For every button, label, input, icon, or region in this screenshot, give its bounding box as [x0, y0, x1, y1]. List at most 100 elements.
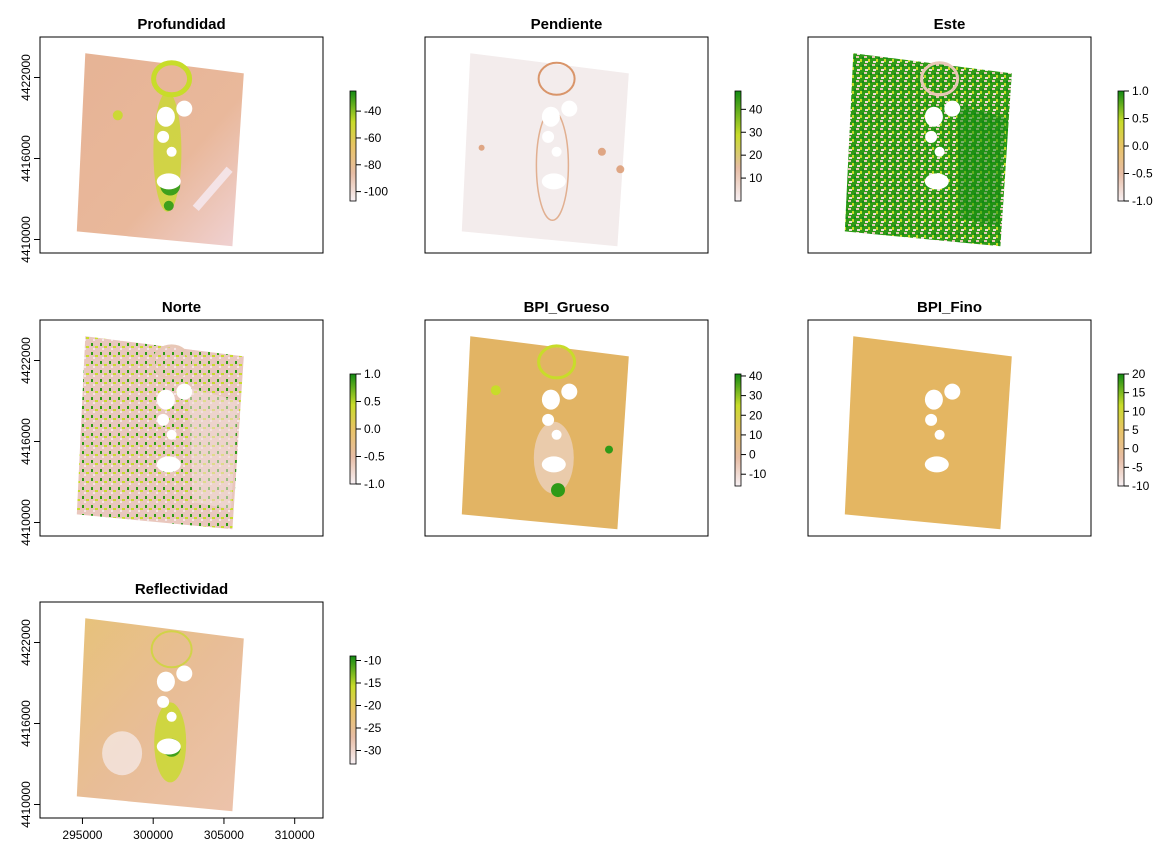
x-tick-label: 305000 [204, 828, 244, 842]
nodata-island-1 [156, 106, 175, 127]
nodata-island-1 [156, 671, 175, 692]
x-tick-label: 295000 [62, 828, 102, 842]
legend-tick-label: 0.0 [364, 422, 381, 436]
legend-colorbar [349, 373, 357, 485]
legend-tick-label: 20 [1132, 367, 1146, 381]
legend-colorbar [734, 373, 742, 487]
legend-tick-label: -20 [364, 699, 382, 713]
panel-title: Norte [162, 299, 201, 316]
nodata-island-2 [944, 100, 961, 117]
aspect-zone [188, 387, 239, 509]
y-tick-label: 4410000 [19, 216, 33, 263]
bpi-ring [537, 344, 577, 380]
plot-frame [39, 319, 324, 537]
nodata-island-2 [176, 665, 193, 682]
y-tick-label: 4422000 [19, 54, 33, 101]
nodata-island-2 [561, 100, 578, 117]
aspect-ring [920, 61, 960, 97]
legend-tick-label: -25 [364, 721, 382, 735]
legend-tick-label: 10 [749, 428, 763, 442]
nodata-island-5 [541, 173, 566, 190]
nodata-island-3 [542, 413, 555, 426]
legend-tick-label: -0.5 [364, 450, 385, 464]
legend-tick-label: -1.0 [1132, 194, 1153, 208]
y-tick-label: 4422000 [19, 619, 33, 666]
nodata-island-1 [541, 106, 560, 127]
slope-spot [616, 165, 625, 174]
legend-tick-label: 10 [749, 171, 763, 185]
legend-tick-label: 10 [1132, 404, 1146, 418]
legend-tick-label: -10 [1132, 479, 1150, 493]
nodata-island-1 [924, 389, 943, 410]
aspect-ring [152, 344, 192, 380]
nodata-island-4 [166, 146, 177, 157]
panel-este: Este 1.0 0.5 0.0 -0.5 -1.0 [807, 16, 1153, 254]
legend-tick-label: 0.5 [364, 395, 381, 409]
bpi-peak [490, 385, 501, 396]
legend-tick-label: -10 [364, 654, 382, 668]
plot-frame [807, 319, 1092, 537]
slope-spot [478, 144, 485, 151]
panel-profundidad: Profundidad 4410000 4416000 4422000 -40 -60 -8… [19, 16, 388, 263]
nodata-island-1 [541, 389, 560, 410]
bpi-peak [551, 483, 565, 498]
legend-colorbar [1117, 90, 1125, 202]
nodata-island-5 [924, 173, 949, 190]
legend-tick-label: -5 [1132, 460, 1143, 474]
panel-bpi-grueso: BPI_Grueso 40 30 20 10 0 -10 [424, 299, 767, 537]
legend-colorbar [349, 90, 357, 202]
legend-tick-label: -80 [364, 158, 382, 172]
low-reflectivity-patch [102, 731, 143, 776]
reflective-ring [150, 630, 193, 669]
legend-tick-label: -40 [364, 104, 382, 118]
y-tick-label: 4410000 [19, 781, 33, 828]
panel-bpi-fino: BPI_Fino 20 15 10 5 0 -5 -10 [807, 299, 1150, 537]
y-tick-label: 4422000 [19, 337, 33, 384]
panel-title: Profundidad [137, 16, 225, 33]
nodata-island-3 [157, 695, 170, 708]
nodata-island-5 [924, 456, 949, 473]
legend-tick-label: 15 [1132, 386, 1146, 400]
nodata-island-1 [924, 106, 943, 127]
legend-tick-label: 40 [749, 369, 763, 383]
nodata-island-3 [157, 413, 170, 426]
raster-footprint [844, 336, 1012, 530]
y-tick-label: 4410000 [19, 499, 33, 546]
legend-tick-label: 1.0 [1132, 84, 1149, 98]
legend-colorbar [734, 90, 742, 202]
legend-tick-label: 30 [749, 389, 763, 403]
nodata-island-4 [934, 429, 945, 440]
plot-frame [39, 36, 324, 254]
y-tick-label: 4416000 [19, 418, 33, 465]
panel-title: BPI_Fino [917, 299, 982, 316]
raster-footprint [461, 53, 629, 247]
nodata-island-5 [541, 456, 566, 473]
legend-tick-label: -10 [749, 467, 767, 481]
nodata-island-4 [166, 429, 177, 440]
nodata-island-3 [925, 413, 938, 426]
plot-frame [807, 36, 1092, 254]
panel-reflectividad: Reflectividad 4410000 4416000 4422000 295000… [19, 581, 382, 842]
slope-ring [537, 61, 576, 96]
y-tick-label: 4416000 [19, 700, 33, 747]
nodata-island-2 [176, 100, 193, 117]
shallow-peak [163, 200, 174, 211]
plot-frame [424, 36, 709, 254]
x-tick-label: 300000 [133, 828, 173, 842]
panel-title: BPI_Grueso [524, 299, 610, 316]
y-tick-label: 4416000 [19, 135, 33, 182]
aspect-zone [956, 104, 1007, 226]
panel-title: Este [934, 16, 966, 33]
nodata-island-4 [551, 146, 562, 157]
deep-channel [192, 166, 233, 212]
legend-tick-label: 0.0 [1132, 139, 1149, 153]
nodata-island-4 [551, 429, 562, 440]
legend-tick-label: 40 [749, 102, 763, 116]
panel-norte: Norte 4410000 4416000 4422000 1.0 0.5 0.0 -0.5 -… [19, 299, 385, 546]
legend-tick-label: 0.5 [1132, 112, 1149, 126]
nodata-island-5 [156, 738, 181, 755]
plot-frame [424, 319, 709, 537]
nodata-island-3 [542, 130, 555, 143]
